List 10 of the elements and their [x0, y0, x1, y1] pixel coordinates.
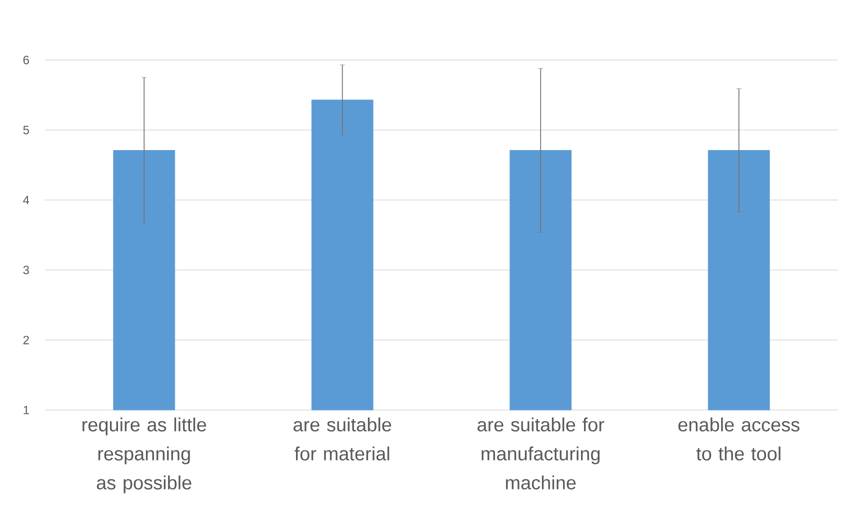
- y-tick-label: 2: [23, 336, 29, 344]
- x-tick-label: are suitable for material: [294, 418, 392, 460]
- y-tick-label: 6: [23, 56, 29, 64]
- y-tick-label: 5: [23, 126, 29, 134]
- x-tick-label: are suitable for manufacturing machine: [478, 418, 604, 490]
- y-tick-label: 1: [24, 406, 29, 414]
- y-tick-label: 4: [23, 196, 30, 204]
- x-tick-label: enable access to the tool: [678, 418, 800, 460]
- x-tick-label: require as little respanning as possible: [82, 418, 206, 494]
- y-tick-label: 3: [23, 266, 29, 274]
